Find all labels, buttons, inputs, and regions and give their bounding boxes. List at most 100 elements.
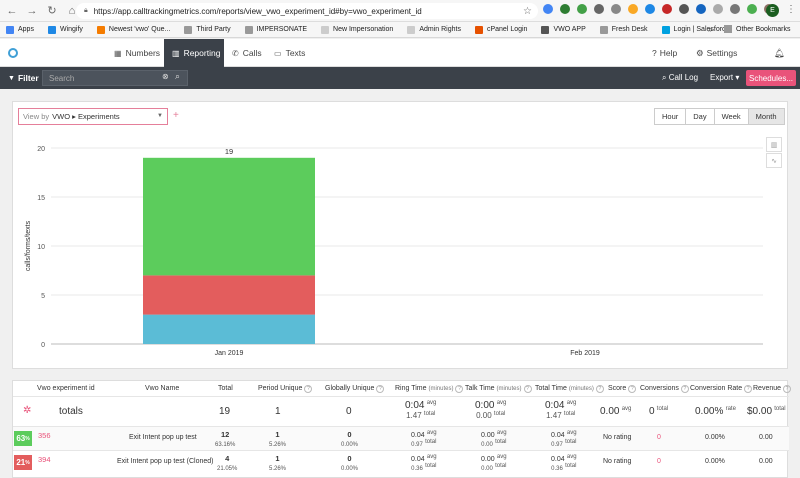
- view-by-select[interactable]: View by VWO ▸ Experiments ▼: [18, 108, 168, 125]
- stacked-bar-chart: 0 5 10 15 20 calls/forms/texts 19 Jan 2019 Feb 2…: [25, 146, 763, 357]
- bookmark-item[interactable]: cPanel Login: [474, 25, 527, 34]
- bookmark-item[interactable]: IMPERSONATE: [244, 25, 307, 34]
- help-icon[interactable]: ?: [628, 385, 637, 393]
- help-icon[interactable]: ?: [304, 385, 313, 393]
- share-badge: 21%: [14, 455, 32, 470]
- extension-icon[interactable]: [594, 4, 604, 14]
- col-header-conversion-rate[interactable]: Conversion Rate?: [690, 385, 753, 393]
- col-header-score[interactable]: Score?: [608, 385, 637, 393]
- row-conversions[interactable]: 0: [657, 434, 661, 441]
- col-header-ring-time[interactable]: Ring Time (minutes)?: [395, 385, 464, 393]
- clear-search-icon[interactable]: ⊗: [162, 72, 169, 81]
- extension-icon[interactable]: [696, 4, 706, 14]
- bar-chart-icon: ▥: [172, 48, 180, 58]
- bookmark-item[interactable]: Wingify: [47, 25, 83, 34]
- bar-segment: [143, 157, 315, 276]
- tab-reporting[interactable]: ▥ Reporting: [164, 39, 224, 67]
- bookmark-item[interactable]: Apps: [6, 25, 34, 34]
- report-table: Vwo experiment id Vwo Name Total Period …: [12, 380, 792, 478]
- help-icon[interactable]: ?: [523, 385, 532, 393]
- extension-icon[interactable]: [645, 4, 655, 14]
- col-header-total-time[interactable]: Total Time (minutes)?: [535, 385, 604, 393]
- bookmark-item[interactable]: Fresh Desk: [599, 25, 648, 34]
- experiment-id-link[interactable]: 394: [38, 455, 51, 464]
- search-input[interactable]: Search: [42, 70, 188, 86]
- app-logo-icon[interactable]: [8, 48, 18, 58]
- col-header-conversions[interactable]: Conversions?: [640, 385, 689, 393]
- forward-icon[interactable]: →: [26, 4, 38, 17]
- gear-icon[interactable]: ✲: [23, 405, 32, 416]
- help-icon[interactable]: ?: [680, 385, 689, 393]
- export-dropdown[interactable]: Export ▾: [710, 73, 740, 82]
- extension-icon[interactable]: [713, 4, 723, 14]
- gear-icon: ⚙: [696, 47, 704, 58]
- extension-icon[interactable]: [730, 4, 740, 14]
- back-icon[interactable]: ←: [6, 4, 18, 17]
- other-bookmarks[interactable]: Other Bookmarks: [724, 25, 790, 33]
- help-icon[interactable]: ?: [376, 385, 385, 393]
- extension-icon[interactable]: [560, 4, 570, 14]
- table-row[interactable]: 63% 356 Exit Intent pop up test 12 63.16%…: [13, 426, 789, 450]
- extension-icon[interactable]: [577, 4, 587, 14]
- help-icon[interactable]: ?: [595, 385, 604, 393]
- experiment-id-link[interactable]: 356: [38, 431, 51, 440]
- extension-icon[interactable]: [662, 4, 672, 14]
- home-icon[interactable]: ⌂: [68, 4, 76, 17]
- bookmark-item[interactable]: VWO APP: [541, 25, 586, 34]
- extension-icon[interactable]: [747, 4, 757, 14]
- settings-link[interactable]: ⚙ Settings: [696, 47, 738, 59]
- bookmark-item[interactable]: Admin Rights: [407, 25, 461, 34]
- help-link[interactable]: ? Help: [652, 48, 678, 58]
- bookmark-item[interactable]: Login | Salesforce: [661, 25, 729, 34]
- period-week-button[interactable]: Week: [713, 108, 749, 125]
- reload-icon[interactable]: ↻: [47, 5, 57, 17]
- col-header-revenue[interactable]: Revenue?: [753, 385, 792, 393]
- col-header-experiment-id[interactable]: Vwo experiment id: [37, 385, 95, 392]
- more-bookmarks-icon[interactable]: »: [708, 25, 713, 34]
- tab-calls[interactable]: ✆ Calls: [232, 48, 262, 58]
- extension-icon[interactable]: [628, 4, 638, 14]
- filter-icon: ▼: [8, 74, 15, 82]
- row-conversions[interactable]: 0: [657, 458, 661, 465]
- add-grouping-icon[interactable]: +: [173, 110, 179, 121]
- bookmark-item[interactable]: New Impersonation: [321, 25, 393, 34]
- filter-button[interactable]: ▼ Filter: [8, 73, 39, 83]
- bookmark-item[interactable]: Third Party: [184, 25, 231, 34]
- table-row[interactable]: 21% 394 Exit Intent pop up test (Cloned)…: [13, 450, 789, 474]
- app-navbar: ▦ Numbers ▥ Reporting ✆ Calls ▭ Texts ? Help …: [0, 39, 800, 67]
- col-header-vwo-name[interactable]: Vwo Name: [145, 385, 180, 392]
- help-icon[interactable]: ?: [783, 385, 792, 393]
- call-log-link[interactable]: ⌕ Call Log: [662, 73, 699, 82]
- phone-grid-icon: ▦: [114, 48, 122, 58]
- address-bar[interactable]: 🔒︎ https://app.calltrackingmetrics.com/r…: [76, 3, 538, 19]
- tab-numbers[interactable]: ▦ Numbers: [114, 48, 161, 58]
- col-header-globally-unique[interactable]: Globally Unique?: [325, 385, 385, 393]
- bar-chart-toggle-icon[interactable]: ▥: [766, 137, 782, 152]
- col-header-period-unique[interactable]: Period Unique?: [258, 385, 313, 393]
- schedules-button[interactable]: Schedules...: [746, 70, 796, 86]
- row-conversion-rate: 0.00%: [705, 434, 725, 441]
- totals-conversion-rate: 0.00% rate: [695, 406, 736, 417]
- extension-icon[interactable]: [679, 4, 689, 14]
- extension-icon[interactable]: [611, 4, 621, 14]
- extension-icon[interactable]: [543, 4, 553, 14]
- col-header-talk-time[interactable]: Talk Time (minutes)?: [465, 385, 532, 393]
- help-icon[interactable]: ?: [744, 385, 753, 393]
- bookmark-item[interactable]: Newest 'vwo' Que...: [96, 25, 170, 34]
- browser-toolbar: ← → ↻ ⌂ 🔒︎ https://app.calltrackingmetri…: [0, 0, 800, 22]
- tab-texts[interactable]: ▭ Texts: [274, 48, 306, 58]
- line-chart-toggle-icon[interactable]: ∿: [766, 153, 782, 168]
- help-icon[interactable]: ?: [455, 385, 464, 393]
- bookmark-star-icon[interactable]: ☆: [523, 5, 532, 17]
- experiment-name: Exit Intent pop up test (Cloned): [117, 458, 214, 465]
- row-conversion-rate: 0.00%: [705, 458, 725, 465]
- browser-menu-icon[interactable]: ⋮: [786, 4, 796, 15]
- help-icon: ?: [652, 48, 657, 58]
- search-icon[interactable]: ⌕: [175, 71, 181, 81]
- period-hour-button[interactable]: Hour: [654, 108, 687, 125]
- profile-avatar[interactable]: E: [766, 4, 779, 17]
- period-month-button[interactable]: Month: [747, 108, 785, 125]
- col-header-total[interactable]: Total: [218, 385, 233, 392]
- notifications-bell-icon[interactable]: 🔔︎: [774, 47, 785, 58]
- row-period-unique: 1 5.26%: [269, 430, 287, 448]
